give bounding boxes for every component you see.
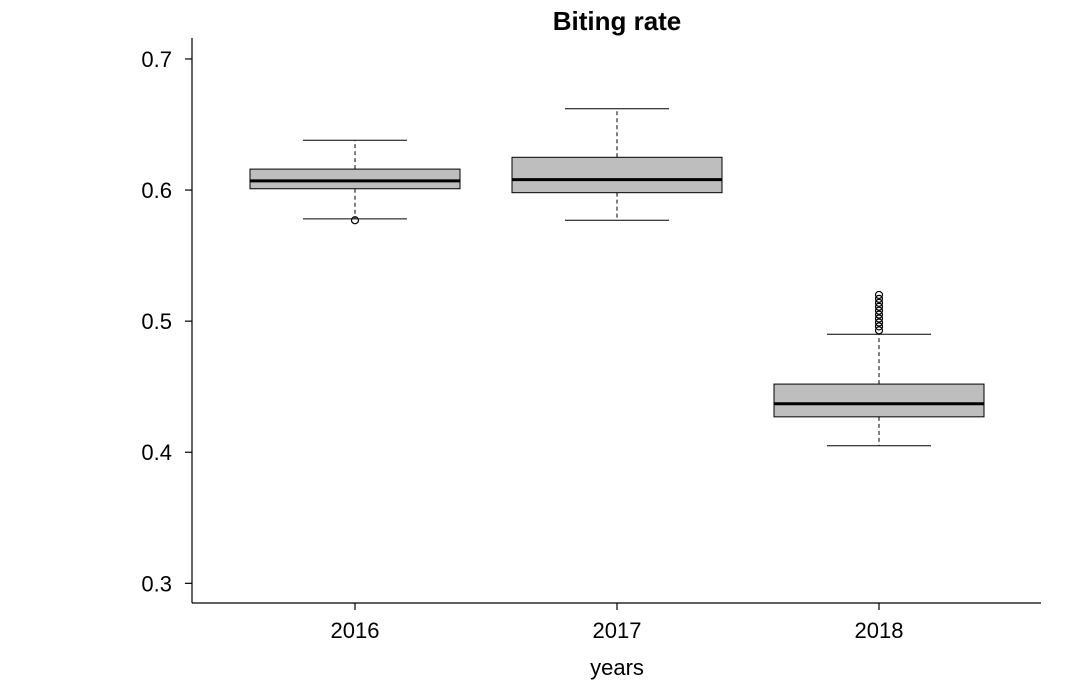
outlier-point	[874, 322, 884, 331]
box-2018	[773, 290, 985, 447]
iqr-box	[511, 156, 723, 194]
x-tick-label: 2016	[331, 618, 380, 643]
boxes-group	[249, 108, 985, 447]
x-axis-ticks: 2016 2017 2018	[331, 603, 904, 643]
outlier-point	[874, 290, 884, 300]
y-axis-ticks: 0.3 0.4 0.5 0.6 0.7	[141, 47, 192, 596]
outlier-point	[350, 216, 360, 225]
outlier-point	[874, 306, 884, 315]
iqr-box	[773, 383, 985, 418]
outlier-point	[874, 298, 884, 307]
y-tick-label: 0.4	[141, 440, 172, 465]
x-tick-label: 2017	[593, 618, 642, 643]
iqr-box	[249, 168, 461, 190]
outlier-point	[874, 314, 884, 323]
box-2017	[511, 108, 723, 221]
outlier-point	[874, 294, 884, 303]
x-tick-label: 2018	[855, 618, 904, 643]
y-tick-label: 0.5	[141, 309, 172, 334]
chart-title: Biting rate	[553, 6, 682, 36]
y-tick-label: 0.6	[141, 178, 172, 203]
outlier-point	[874, 302, 884, 311]
y-tick-label: 0.3	[141, 571, 172, 596]
box-2016	[249, 139, 461, 225]
outlier-point	[874, 310, 884, 319]
x-axis-label: years	[590, 655, 644, 680]
outlier-point	[874, 318, 884, 327]
outlier-point	[874, 326, 884, 335]
y-tick-label: 0.7	[141, 47, 172, 72]
